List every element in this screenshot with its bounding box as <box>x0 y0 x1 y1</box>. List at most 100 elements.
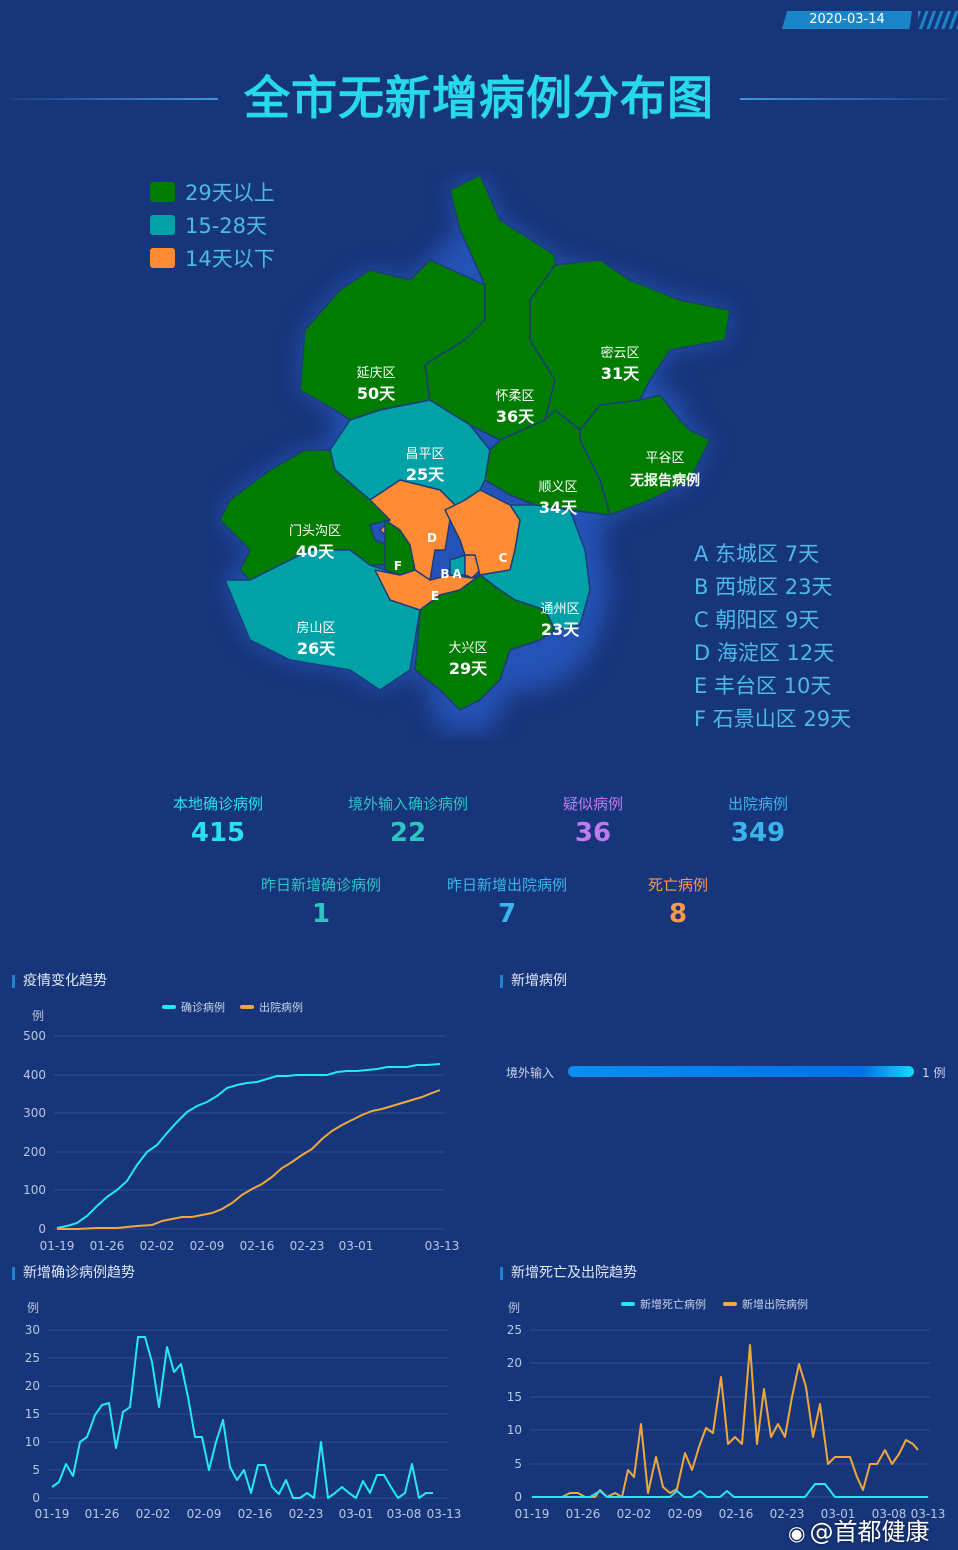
svg-text:03-13: 03-13 <box>911 1507 946 1521</box>
district-shunyi <box>484 409 611 516</box>
svg-text:02-23: 02-23 <box>289 1507 324 1521</box>
stat-value: 8 <box>668 899 688 929</box>
beijing-district-map: 延庆区 50天 怀柔区 36天 密云区 31天 昌平区 25天 顺义区 34天 … <box>210 170 770 740</box>
svg-text:03-01: 03-01 <box>821 1507 856 1521</box>
stat-label: 本地确诊病例 <box>172 795 264 813</box>
svg-text:200: 200 <box>23 1145 46 1159</box>
stat-label: 昨日新增出院病例 <box>446 876 568 894</box>
new-confirmed-chart: 例 30 25 20 15 10 5 0 01-19 01-26 02-02 02-09 02-… <box>25 1301 462 1521</box>
date-badge-stripes <box>918 11 958 29</box>
stat-suspected: 疑似病例 36 <box>563 793 623 848</box>
stat-value: 415 <box>190 818 246 848</box>
map-legend: 29天以上 15-28天 14天以下 <box>150 175 275 274</box>
district-daxing <box>414 574 556 711</box>
date-badge: 2020-03-14 <box>782 11 912 29</box>
title-divider-left <box>10 98 218 100</box>
death-discharge-chart: 新增死亡病例 新增出院病例 例 25 20 15 10 5 0 01-19 01-26 02… <box>507 1297 946 1521</box>
svg-text:30: 30 <box>25 1323 40 1337</box>
legend-swatch-green <box>150 181 175 202</box>
legend-item-14-below: 14天以下 <box>150 241 275 274</box>
svg-text:02-02: 02-02 <box>617 1507 652 1521</box>
svg-text:03-13: 03-13 <box>425 1239 460 1253</box>
weibo-watermark: ◉ @首都健康 <box>788 1512 929 1547</box>
svg-text:02-23: 02-23 <box>770 1507 805 1521</box>
stat-deaths: 死亡病例 8 <box>648 874 708 929</box>
svg-text:15: 15 <box>25 1407 40 1421</box>
letter-f: F <box>394 559 402 573</box>
svg-text:新增出院病例: 新增出院病例 <box>742 1297 808 1311</box>
panel-title: 新增死亡及出院趋势 <box>500 1266 637 1280</box>
stat-value: 36 <box>574 818 612 848</box>
cumulative-trend-chart: 确诊病例 出院病例 例 500 400 300 200 100 0 01-19 01-26… <box>23 1000 460 1253</box>
svg-text:100: 100 <box>23 1183 46 1197</box>
svg-text:0: 0 <box>514 1490 522 1504</box>
svg-text:01-19: 01-19 <box>515 1507 550 1521</box>
svg-text:03-13: 03-13 <box>427 1507 462 1521</box>
stat-local-confirmed: 本地确诊病例 415 <box>173 793 263 848</box>
label-mentougou: 门头沟区 <box>289 524 341 539</box>
label-daxing: 大兴区 <box>448 641 487 656</box>
svg-text:02-02: 02-02 <box>140 1239 175 1253</box>
svg-text:0: 0 <box>32 1491 40 1505</box>
stat-label: 疑似病例 <box>562 795 624 813</box>
legend-item-15-28: 15-28天 <box>150 208 275 241</box>
key-item-c: C 朝阳区 9天 <box>694 608 820 632</box>
stat-value: 7 <box>497 899 517 929</box>
district-key-list: A 东城区 7天 B 西城区 23天 C 朝阳区 9天 D 海淀区 12天 E … <box>694 538 851 736</box>
days-tongzhou: 23天 <box>541 620 580 639</box>
svg-text:02-16: 02-16 <box>719 1507 754 1521</box>
svg-text:新增死亡病例: 新增死亡病例 <box>640 1297 706 1311</box>
page-title: 全市无新增病例分布图 <box>244 71 714 125</box>
days-yanqing: 50天 <box>357 384 396 403</box>
label-huairou: 怀柔区 <box>495 389 534 404</box>
svg-text:10: 10 <box>25 1435 40 1449</box>
legend-swatch-orange <box>150 247 175 268</box>
label-pinggu: 平谷区 <box>645 451 684 466</box>
svg-text:确诊病例: 确诊病例 <box>181 1000 225 1014</box>
key-item-a: A 东城区 7天 <box>694 542 820 566</box>
letter-a: A <box>452 567 462 581</box>
svg-text:02-09: 02-09 <box>190 1239 225 1253</box>
panel-death-discharge-trend: 新增死亡及出院趋势 新增死亡病例 新增出院病例 例 25 20 15 10 5 0 01… <box>500 1266 950 1550</box>
svg-text:5: 5 <box>514 1457 522 1471</box>
svg-text:300: 300 <box>23 1106 46 1120</box>
days-shunyi: 34天 <box>539 498 578 517</box>
svg-text:01-26: 01-26 <box>90 1239 125 1253</box>
stat-label: 境外输入确诊病例 <box>347 795 469 813</box>
stat-imported-confirmed: 境外输入确诊病例 22 <box>348 793 468 848</box>
svg-text:15: 15 <box>507 1390 522 1404</box>
stat-value: 22 <box>389 818 427 848</box>
label-shunyi: 顺义区 <box>538 480 577 495</box>
label-fangshan: 房山区 <box>296 620 335 636</box>
key-item-b: B 西城区 23天 <box>694 575 833 599</box>
svg-text:5: 5 <box>32 1463 40 1477</box>
days-changping: 25天 <box>406 465 445 484</box>
svg-text:25: 25 <box>25 1351 40 1365</box>
label-miyun: 密云区 <box>600 345 639 361</box>
legend-label: 14天以下 <box>185 246 275 271</box>
stat-yesterday-new-confirmed: 昨日新增确诊病例 1 <box>261 874 381 929</box>
svg-text:02-09: 02-09 <box>668 1507 703 1521</box>
bar-label: 境外输入 <box>506 1066 555 1080</box>
letter-b: B <box>440 567 449 581</box>
svg-text:03-01: 03-01 <box>339 1239 374 1253</box>
stat-label: 死亡病例 <box>647 876 709 894</box>
stat-yesterday-new-discharged: 昨日新增出院病例 7 <box>447 874 567 929</box>
legend-item-29-plus: 29天以上 <box>150 175 275 208</box>
key-item-e: E 丰台区 10天 <box>694 674 832 698</box>
svg-text:02-02: 02-02 <box>136 1507 171 1521</box>
panel-new-confirmed-trend: 新增确诊病例趋势 例 30 25 20 15 10 5 0 01-19 01-26 02-02… <box>12 1266 462 1550</box>
panel-new-cases: 新增病例 境外输入 1 例 <box>500 974 950 1105</box>
panel-title: 疫情变化趋势 <box>12 974 107 988</box>
svg-text:01-26: 01-26 <box>85 1507 120 1521</box>
stat-value: 1 <box>311 899 331 929</box>
letter-d: D <box>427 531 437 545</box>
label-tongzhou: 通州区 <box>540 602 579 617</box>
svg-text:03-01: 03-01 <box>339 1507 374 1521</box>
letter-c: C <box>499 551 508 565</box>
svg-text:02-16: 02-16 <box>238 1507 273 1521</box>
days-daxing: 29天 <box>449 659 488 678</box>
weibo-icon: ◉ <box>788 1521 806 1545</box>
svg-text:出院病例: 出院病例 <box>259 1000 303 1014</box>
panel-title: 新增病例 <box>500 974 567 988</box>
